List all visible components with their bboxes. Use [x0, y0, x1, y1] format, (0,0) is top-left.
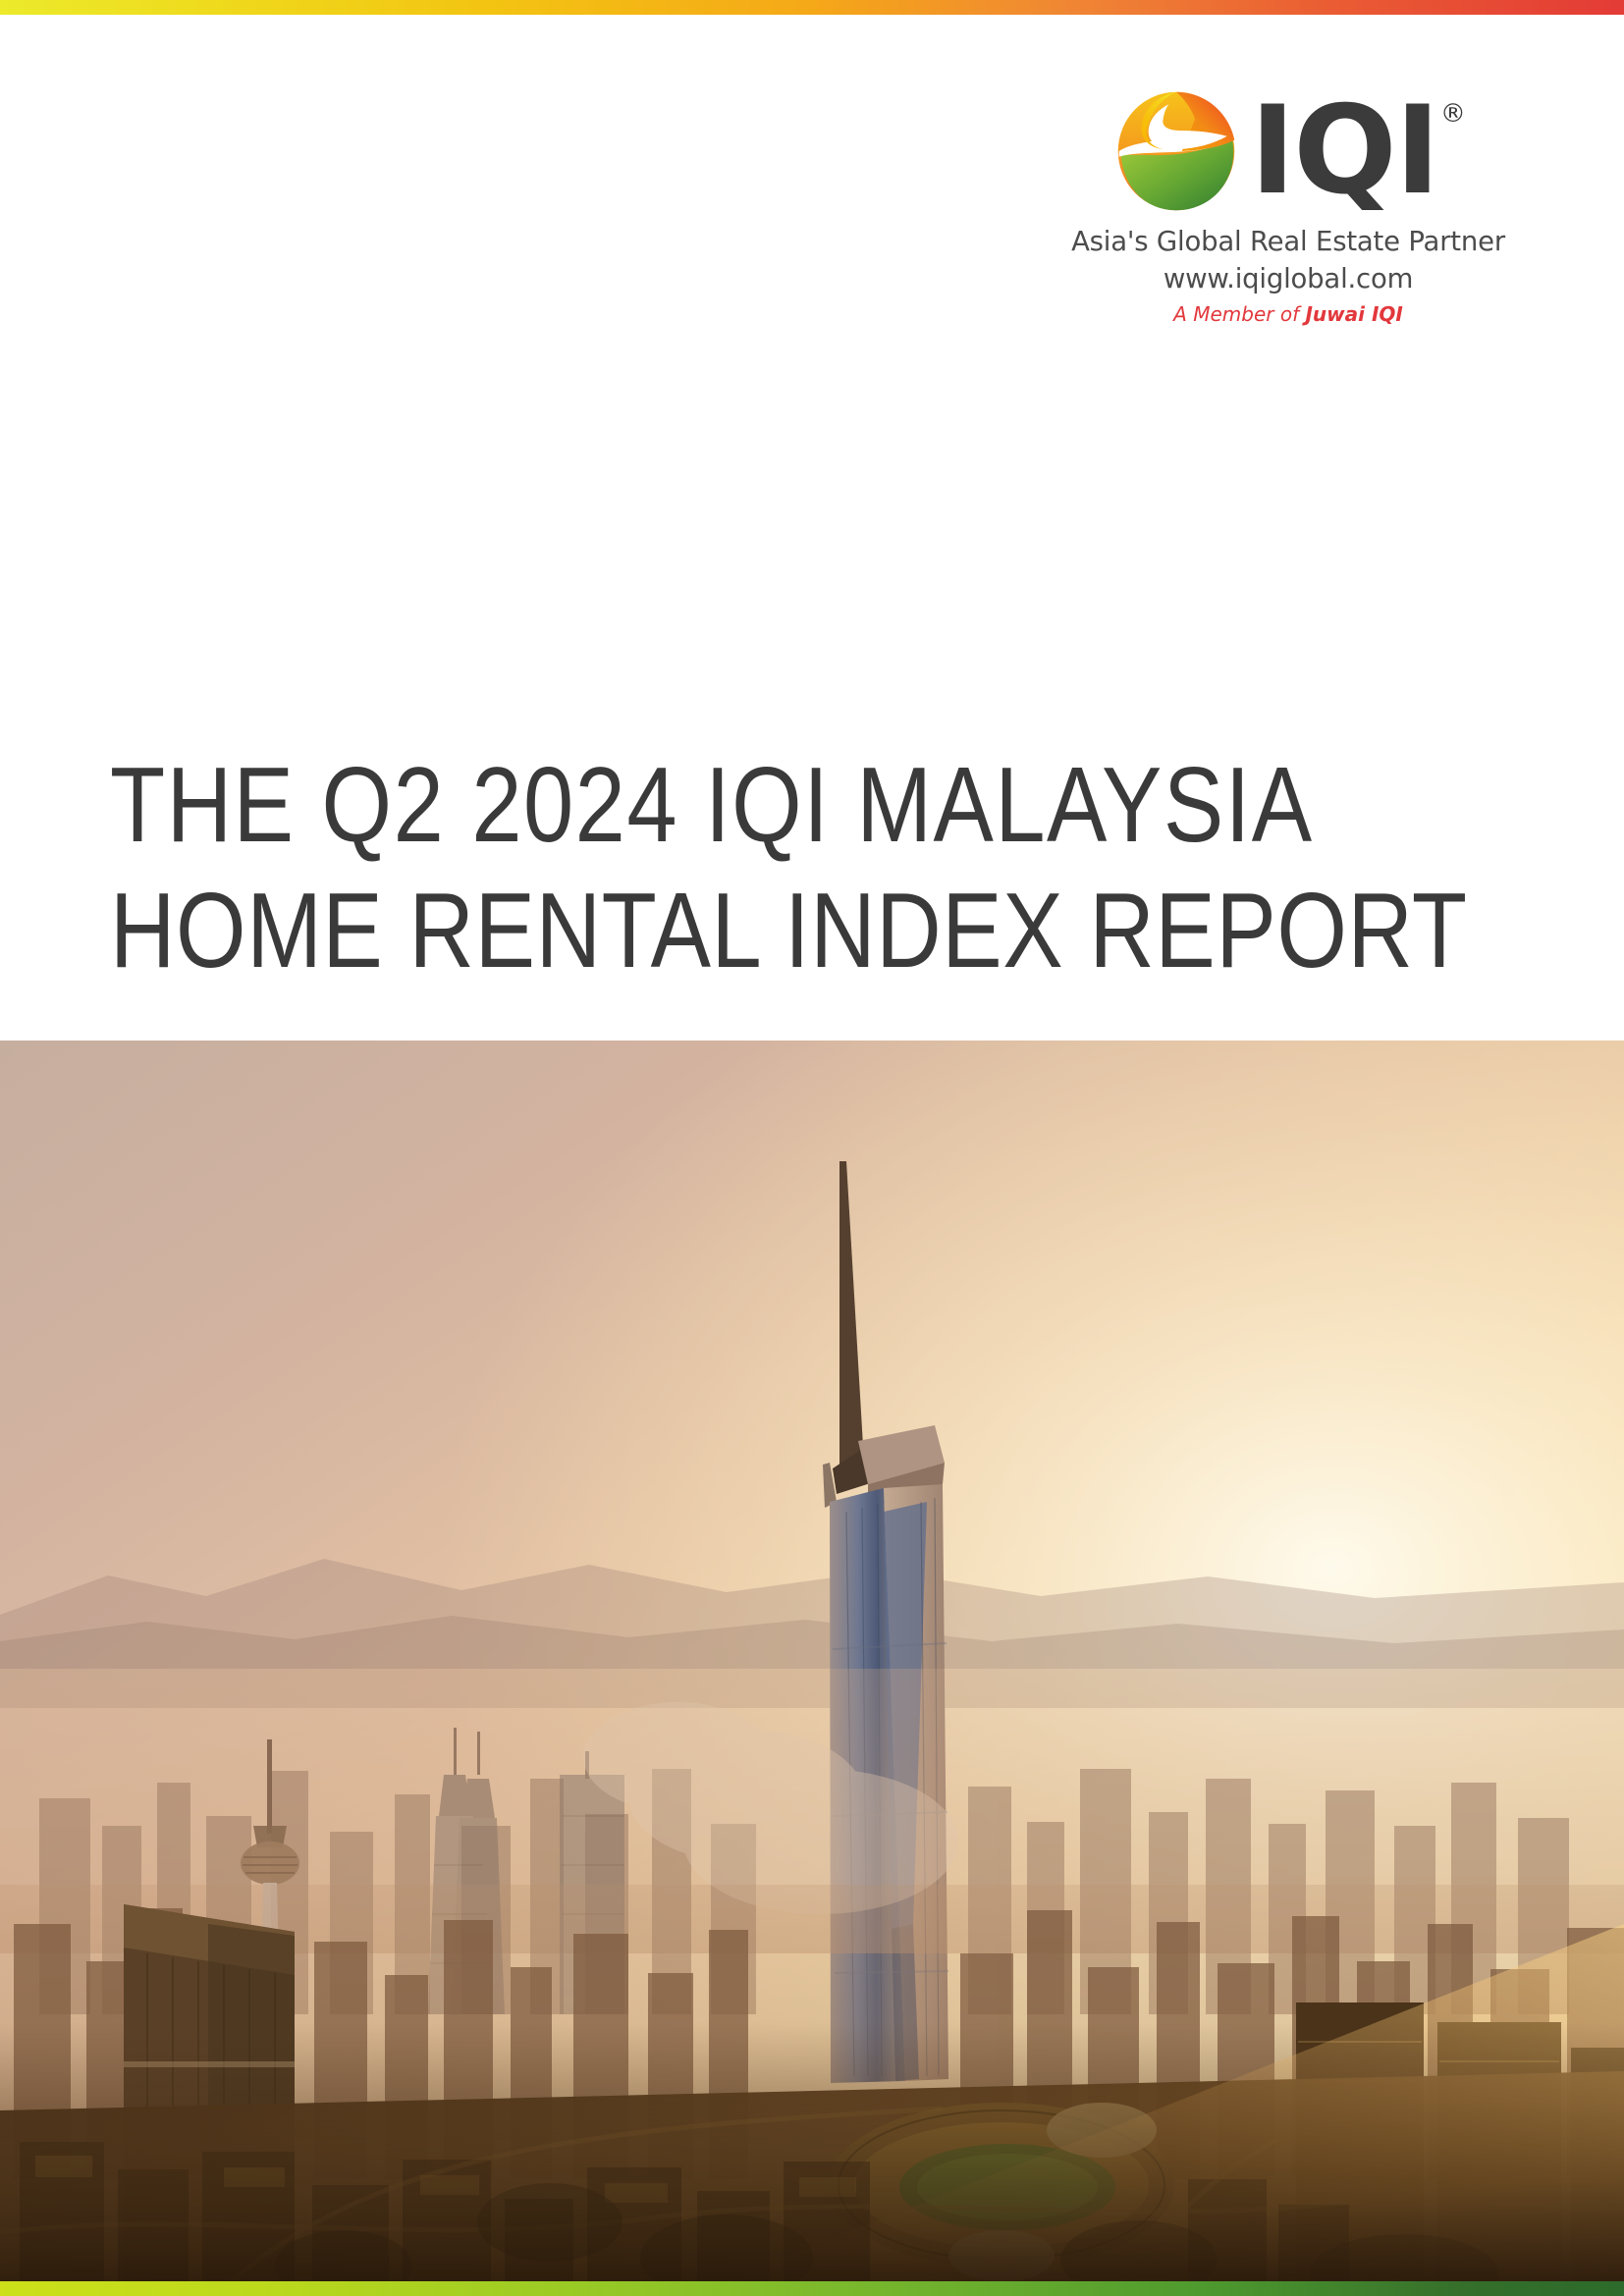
- iqi-wordmark-text: IQI: [1250, 80, 1440, 222]
- page-title: THE Q2 2024 IQI MALAYSIA HOME RENTAL IND…: [110, 731, 1504, 989]
- iqi-logo-block: IQI ® Asia's Global Real Estate Partner …: [1043, 86, 1534, 326]
- logo-website-url[interactable]: www.iqiglobal.com: [1163, 263, 1414, 294]
- page-title-line-1: THE Q2 2024 IQI MALAYSIA: [110, 746, 1314, 865]
- hero-cityscape-photo: [0, 1041, 1624, 2296]
- hero-cityscape-illustration: [0, 1041, 1624, 2296]
- bottom-gradient-bar: [0, 2281, 1624, 2296]
- registered-trademark-icon: ®: [1439, 98, 1466, 129]
- member-prefix: A Member of: [1173, 302, 1306, 326]
- logo-tagline: Asia's Global Real Estate Partner: [1071, 226, 1505, 257]
- logo-member-line: A Member of Juwai IQI: [1043, 302, 1534, 326]
- top-gradient-bar: [0, 0, 1624, 15]
- iqi-globe-icon: [1117, 91, 1236, 211]
- member-brand: Juwai IQI: [1305, 302, 1403, 326]
- iqi-wordmark: IQI ®: [1250, 80, 1466, 222]
- page-title-line-2: HOME RENTAL INDEX REPORT: [110, 872, 1468, 990]
- iqi-logo-lockup: IQI ®: [1043, 86, 1534, 216]
